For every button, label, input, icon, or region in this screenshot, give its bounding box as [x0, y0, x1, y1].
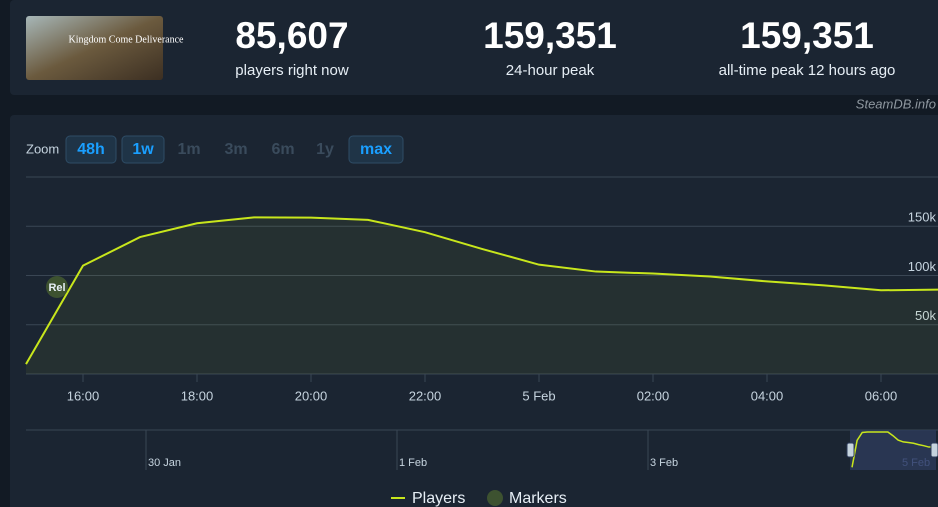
zoom-button[interactable] [65, 135, 117, 164]
marker-label: Rel [48, 282, 65, 294]
marker[interactable] [46, 276, 68, 298]
stats-panel [10, 0, 938, 95]
chart-panel [10, 115, 938, 507]
zoom-button-text[interactable]: 1m [177, 141, 200, 158]
game-logo: Kingdom Come Deliverance [69, 34, 185, 45]
navigator-line [851, 431, 935, 468]
navigator-handle[interactable] [930, 442, 938, 458]
navigator-label: 1 Feb [399, 457, 427, 469]
credit: SteamDB.info [856, 96, 936, 111]
legend-swatch[interactable] [487, 490, 503, 506]
zoom-button-text[interactable]: 1w [132, 141, 154, 158]
navigator-label: 30 Jan [148, 457, 181, 469]
zoom-button[interactable] [348, 135, 404, 164]
zoom-label: Zoom [26, 141, 59, 156]
line [25, 216, 938, 365]
y-tick-label: 50k [915, 308, 936, 323]
stat-label: 24-hour peak [506, 62, 595, 79]
stat-value: 85,607 [235, 15, 348, 56]
stat-value: 159,351 [483, 15, 617, 56]
x-tick-label: 22:00 [409, 388, 442, 403]
stat-label: all-time peak 12 hours ago [719, 62, 896, 79]
x-tick-label: 16:00 [67, 388, 100, 403]
zoom-button-text[interactable]: 3m [224, 141, 247, 158]
stat-value: 159,351 [740, 15, 874, 56]
area [26, 217, 938, 374]
x-tick-label: 18:00 [181, 388, 214, 403]
game-image[interactable] [26, 16, 163, 80]
x-tick-label: 02:00 [637, 388, 670, 403]
x-tick-label: 06:00 [865, 388, 898, 403]
legend-label[interactable]: Players [412, 490, 465, 507]
zoom-button[interactable] [121, 135, 165, 164]
y-tick-label: 150k [908, 210, 937, 225]
zoom-button-text[interactable]: 48h [77, 141, 105, 158]
x-tick-label: 20:00 [295, 388, 328, 403]
navigator-label: 3 Feb [650, 457, 678, 469]
y-tick-label: 100k [908, 259, 937, 274]
x-tick-label: 04:00 [751, 388, 784, 403]
navigator-handle[interactable] [846, 442, 855, 458]
legend-label[interactable]: Markers [509, 490, 567, 507]
zoom-button-text[interactable]: 6m [271, 141, 294, 158]
stat-label: players right now [235, 62, 349, 79]
zoom-button-text[interactable]: 1y [316, 141, 334, 158]
x-tick-label: 5 Feb [522, 388, 555, 403]
zoom-button-text[interactable]: max [360, 141, 392, 158]
